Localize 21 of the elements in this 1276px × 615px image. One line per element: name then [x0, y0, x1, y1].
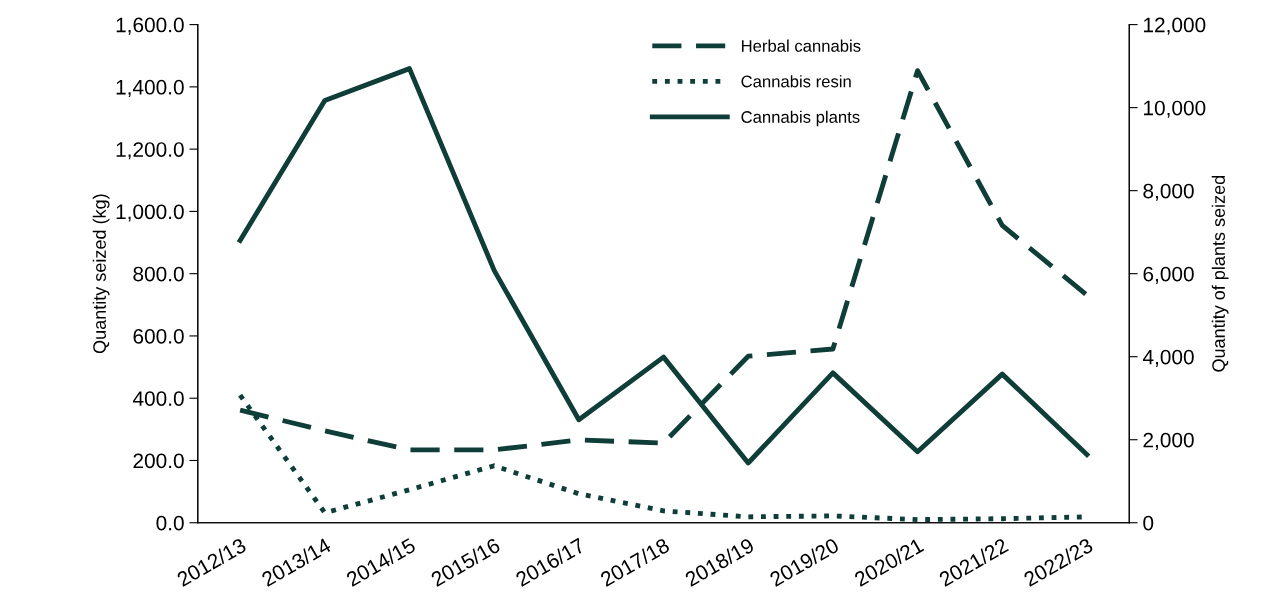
y2-axis-title: Quantity of plants seized [1211, 175, 1229, 372]
y-tick-label: 0.0 [156, 515, 184, 531]
y2-tick-label: 6,000 [1143, 266, 1194, 284]
y-tick-label: 1,600.0 [116, 17, 184, 35]
legend-label: Cannabis resin [741, 75, 851, 88]
y-tick-label: 1,200.0 [116, 142, 184, 160]
legend-label: Cannabis plants [741, 110, 860, 127]
y-tick-label: 1,000.0 [116, 204, 184, 222]
y-tick-label: 400.0 [132, 391, 184, 406]
y-tick-label: 600.0 [133, 328, 184, 344]
legend-label: Herbal cannabis [741, 39, 861, 52]
y2-tick-label: 8,000 [1143, 183, 1194, 201]
y-tick-label: 1,400.0 [116, 79, 184, 98]
y-tick-label: 800.0 [133, 266, 184, 282]
y2-tick-label: 2,000 [1143, 432, 1194, 450]
y-axis-title: Quantity seized (kg) [92, 194, 110, 354]
y2-tick-label: 10,000 [1144, 100, 1206, 118]
y2-tick-label: 12,000 [1144, 17, 1206, 35]
y2-tick-label: 4,000 [1142, 349, 1194, 367]
y2-tick-label: 0 [1143, 515, 1154, 531]
y-tick-label: 200.0 [133, 453, 184, 469]
